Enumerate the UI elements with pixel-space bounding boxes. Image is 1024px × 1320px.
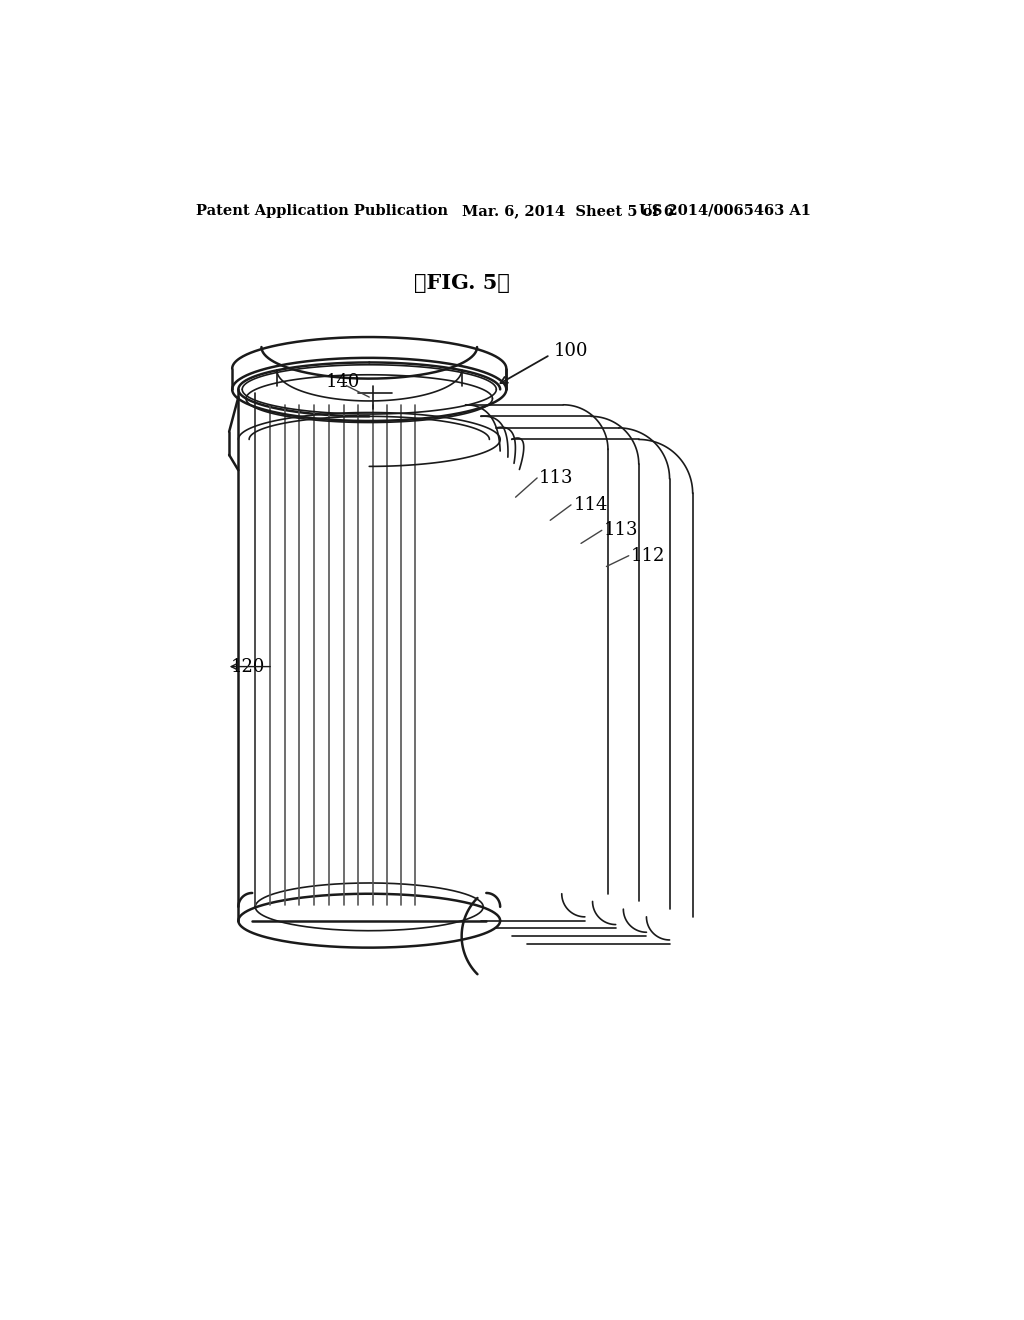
Text: Mar. 6, 2014  Sheet 5 of 6: Mar. 6, 2014 Sheet 5 of 6: [462, 203, 674, 218]
Text: 112: 112: [631, 546, 666, 565]
Text: 140: 140: [326, 372, 359, 391]
Text: 113: 113: [539, 469, 573, 487]
Text: Patent Application Publication: Patent Application Publication: [196, 203, 449, 218]
Text: 100: 100: [554, 342, 589, 360]
Text: 120: 120: [230, 657, 265, 676]
Text: 114: 114: [573, 496, 607, 513]
Text: 【FIG. 5】: 【FIG. 5】: [414, 273, 510, 293]
Text: 113: 113: [604, 521, 639, 540]
Text: US 2014/0065463 A1: US 2014/0065463 A1: [639, 203, 811, 218]
